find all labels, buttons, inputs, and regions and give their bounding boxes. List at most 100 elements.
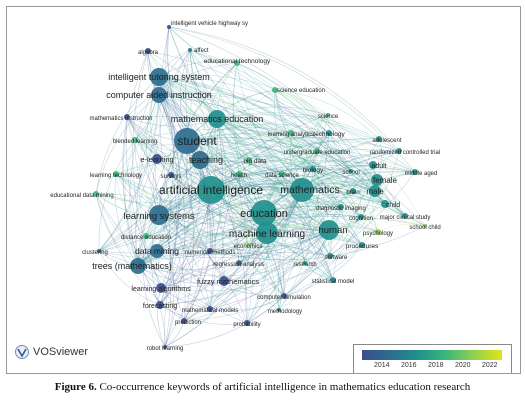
node-numerical-methods[interactable]: [207, 248, 213, 254]
label-technology[interactable]: technology: [313, 131, 345, 138]
label-brain[interactable]: brain: [346, 190, 359, 196]
label-intelligent-tutoring-system[interactable]: intelligent tutoring system: [108, 72, 210, 82]
node-robot-learning[interactable]: [163, 345, 167, 349]
node-data-science[interactable]: [279, 171, 285, 177]
label-educational-data-mining[interactable]: educational data mining: [50, 193, 113, 199]
node-computer-aided-instruction[interactable]: [151, 87, 167, 103]
label-adult[interactable]: adult: [371, 163, 386, 170]
node-probability[interactable]: [244, 320, 250, 326]
label-forecasting[interactable]: forecasting: [143, 303, 177, 310]
node-algebra[interactable]: [145, 48, 151, 54]
node-science[interactable]: [326, 113, 330, 117]
label-diagnostic-imaging[interactable]: diagnostic imaging: [316, 206, 366, 212]
label-science-education[interactable]: science education: [277, 88, 325, 94]
label-mathematics[interactable]: mathematics: [280, 184, 340, 196]
label-economics[interactable]: economics: [234, 244, 263, 250]
node-learning-technology[interactable]: [113, 171, 119, 177]
node-educational-technology[interactable]: [234, 60, 240, 66]
label-mathematical-models[interactable]: mathematical models: [182, 308, 239, 314]
label-teaching[interactable]: teaching: [189, 155, 223, 165]
node-learning-systems[interactable]: [149, 205, 169, 225]
label-computer-simulation[interactable]: computer simulation: [257, 295, 311, 301]
node-education[interactable]: [251, 200, 277, 226]
label-child[interactable]: child: [386, 202, 401, 209]
label-computer-aided-instruction[interactable]: computer aided instruction: [106, 90, 212, 100]
node-mathematics[interactable]: [290, 178, 314, 202]
label-distance-education[interactable]: distance education: [121, 235, 171, 241]
node-health[interactable]: [236, 171, 242, 177]
node-undergraduate-education[interactable]: [314, 148, 320, 154]
label-prediction[interactable]: prediction: [175, 320, 201, 326]
node-mathematics-education[interactable]: [208, 110, 226, 128]
node-methodology[interactable]: [277, 308, 281, 312]
node-male[interactable]: [369, 185, 381, 197]
label-clustering[interactable]: clustering: [82, 250, 108, 256]
node-randomized-controlled-trial[interactable]: [396, 148, 402, 154]
node-psychology[interactable]: [375, 229, 381, 235]
node-science-education[interactable]: [272, 87, 278, 93]
label-psychology[interactable]: psychology: [363, 231, 393, 237]
label-machine-learning[interactable]: machine learning: [229, 229, 305, 240]
node-school[interactable]: [349, 169, 353, 173]
label-probability[interactable]: probability: [233, 322, 260, 328]
node-clustering[interactable]: [97, 249, 101, 253]
label-algebra[interactable]: algebra: [138, 50, 159, 56]
node-major-clinical-study[interactable]: [402, 213, 408, 219]
label-fuzzy-mathematics[interactable]: fuzzy mathematics: [197, 277, 259, 286]
label-affect[interactable]: affect: [194, 48, 209, 54]
label-methodology[interactable]: methodology: [268, 309, 302, 315]
node-educational-data-mining[interactable]: [93, 191, 99, 197]
node-middle-aged[interactable]: [412, 169, 418, 175]
node-forecasting[interactable]: [156, 301, 164, 309]
node-economics[interactable]: [246, 243, 250, 247]
node-adult[interactable]: [369, 161, 377, 169]
node-intelligent-tutoring-system[interactable]: [150, 68, 168, 86]
node-technology[interactable]: [326, 130, 332, 136]
label-major-clinical-study[interactable]: major clinical study: [380, 215, 431, 221]
node-trees-mathematics[interactable]: [130, 258, 146, 274]
node-learning-algorithms[interactable]: [156, 283, 166, 293]
node-blended-learning[interactable]: [132, 137, 138, 143]
label-statistical-model[interactable]: statistical model: [312, 279, 355, 285]
node-human[interactable]: [319, 220, 339, 240]
node-research[interactable]: [303, 261, 307, 265]
node-distance-education[interactable]: [143, 233, 149, 239]
label-mathematics-instruction[interactable]: mathematics instruction: [89, 116, 152, 122]
label-trees-mathematics[interactable]: trees (mathematics): [92, 261, 172, 271]
node-fuzzy-mathematics[interactable]: [219, 276, 229, 286]
label-education[interactable]: education: [240, 208, 288, 220]
node-affect[interactable]: [188, 48, 192, 52]
node-regression-analysis[interactable]: [236, 260, 242, 266]
label-randomized-controlled-trial[interactable]: randomized controlled trial: [370, 150, 440, 156]
label-blended-learning[interactable]: blended learning: [113, 139, 157, 145]
label-regression-analysis[interactable]: regression analysis: [213, 262, 264, 268]
node-artificial-intelligence[interactable]: [197, 176, 225, 204]
node-data-mining[interactable]: [150, 244, 164, 258]
node-surveys[interactable]: [168, 172, 174, 178]
label-data-mining[interactable]: data mining: [135, 246, 179, 256]
label-adolescent[interactable]: adolescent: [372, 138, 401, 144]
label-biology[interactable]: biology: [303, 167, 324, 174]
node-school-child[interactable]: [423, 224, 427, 228]
label-female[interactable]: female: [373, 176, 398, 185]
label-human[interactable]: human: [318, 225, 347, 236]
label-middle-aged[interactable]: middle aged: [405, 171, 438, 177]
node-computer-simulation[interactable]: [281, 293, 287, 299]
node-procedures[interactable]: [359, 242, 365, 248]
node-e-learning[interactable]: [152, 154, 162, 164]
node-statistical-model[interactable]: [330, 277, 336, 283]
label-learning-algorithms[interactable]: learning algorithms: [131, 286, 191, 293]
label-undergraduate-education[interactable]: undergraduate education: [284, 150, 351, 156]
label-procedures[interactable]: procedures: [346, 243, 379, 250]
label-intelligent-vehicle-highway-sy[interactable]: intelligent vehicle highway sy: [171, 21, 248, 27]
label-male[interactable]: male: [366, 187, 384, 196]
node-biology[interactable]: [310, 166, 316, 172]
node-cognition[interactable]: [358, 214, 364, 220]
label-robot-learning[interactable]: robot learning: [147, 346, 184, 352]
label-learning-systems[interactable]: learning systems: [123, 211, 195, 222]
node-adolescent[interactable]: [376, 136, 382, 142]
node-machine-learning[interactable]: [256, 222, 278, 244]
node-child[interactable]: [381, 200, 389, 208]
node-big-data[interactable]: [246, 157, 252, 163]
label-data-science[interactable]: data science: [265, 173, 299, 179]
